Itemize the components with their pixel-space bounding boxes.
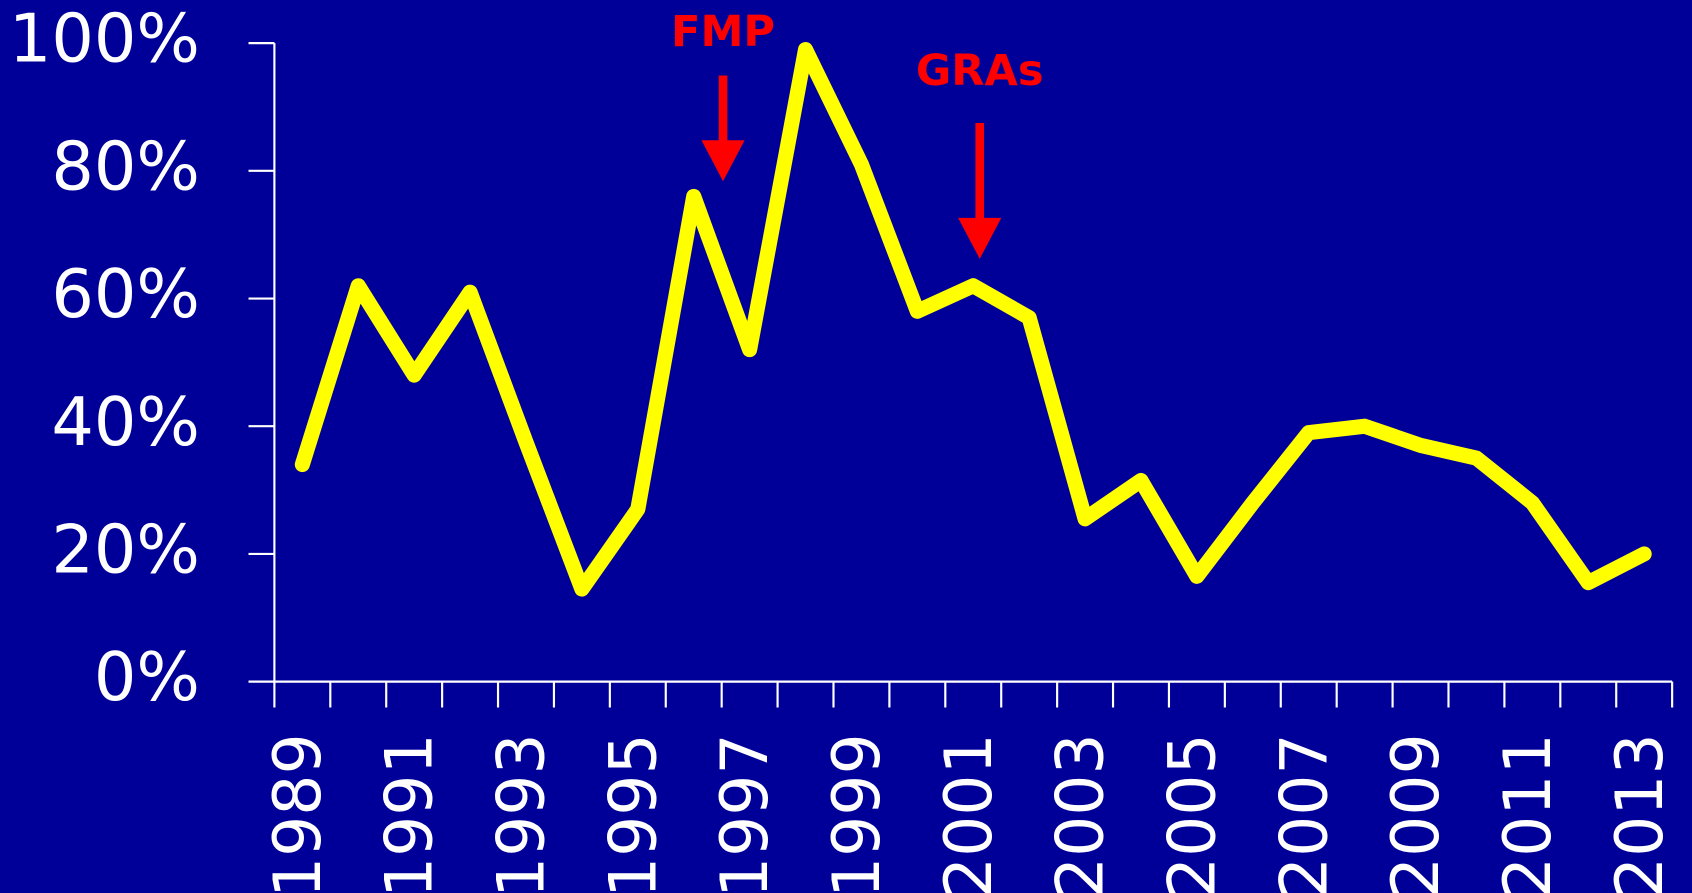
x-tick-label: 2001 <box>932 733 1007 893</box>
x-tick-label: 1999 <box>820 733 895 893</box>
x-tick-label: 2003 <box>1044 733 1119 893</box>
data-line <box>294 41 1652 597</box>
x-tick-label: 2013 <box>1603 733 1678 893</box>
x-tick-label: 2007 <box>1267 733 1342 893</box>
x-tick-label: 1995 <box>596 733 671 893</box>
x-tick-label: 1997 <box>708 733 783 893</box>
annotation: GRAs <box>916 46 1044 96</box>
x-tick-label: 2009 <box>1379 733 1454 893</box>
x-tick-label: 1991 <box>373 733 448 893</box>
y-tick-label: 40% <box>51 383 200 461</box>
x-tick-label: 1989 <box>261 733 336 893</box>
x-tick-label: 2005 <box>1155 733 1230 893</box>
y-tick-label: 60% <box>51 255 200 333</box>
y-tick-label: 80% <box>51 127 200 205</box>
y-tick-label: 0% <box>94 638 200 716</box>
x-tick-label: 2011 <box>1491 733 1566 893</box>
y-tick-label: 100% <box>9 0 200 78</box>
y-tick-label: 20% <box>51 510 200 588</box>
annotation-arrow-head <box>701 140 745 182</box>
annotation: FMP <box>671 7 775 57</box>
annotation-arrow-head <box>958 217 1002 259</box>
x-tick-label: 1993 <box>485 733 560 893</box>
